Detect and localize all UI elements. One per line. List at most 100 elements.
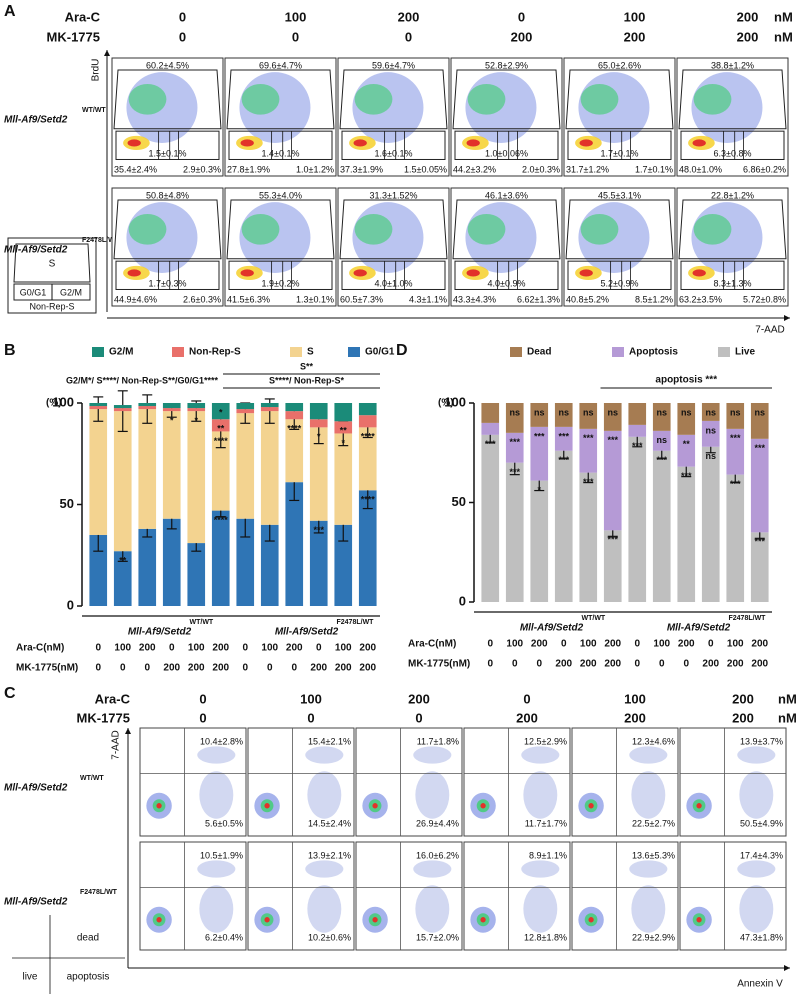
bar-segment [750,403,769,439]
dose: 100 [114,643,131,654]
allele: WT/WT [82,107,106,114]
dead-value: 16.0±6.2% [416,850,459,860]
flow-plot [355,841,463,951]
density [156,917,162,923]
flow-plot [571,841,679,951]
dead-value: 10.4±2.8% [200,736,243,746]
gate [452,69,561,130]
gate [567,130,672,160]
dead-value: 10.5±1.9% [200,850,243,860]
flow-plot [247,841,355,951]
legend-swatch [718,347,730,357]
bar-segment [677,403,696,435]
g0g1-value: 27.8±1.9% [227,164,270,174]
bar-segment [481,422,500,435]
dose: 200 [624,710,646,725]
dose: 200 [702,659,719,670]
s-value: 60.2±4.5% [146,60,189,70]
gate [678,199,787,260]
bar-segment [211,403,230,420]
dose: 200 [624,29,646,44]
axis-label: 7-AAD [111,730,122,759]
bar-segment [285,411,304,420]
bar-segment [358,403,377,416]
dose: 0 [292,29,299,44]
flow-plot [450,187,563,307]
bar-segment [334,421,353,434]
row-label: MK-1775(nM) [16,663,78,674]
g2m-value: 1.7±0.1% [635,164,673,174]
drug-label: MK-1775 [47,29,100,44]
density [354,83,393,115]
g2m-value: 2.0±0.3% [522,164,560,174]
significance: *** [534,431,545,441]
significance: * [317,432,321,442]
significance: * [194,415,198,425]
dead-value: 17.4±4.3% [740,850,783,860]
dose: 0 [95,663,101,674]
s-value: 55.3±4.0% [259,190,302,200]
key-s: S [49,259,56,270]
s-value: 45.5±3.1% [598,190,641,200]
dose: 100 [506,639,523,650]
bar-segment [554,403,573,427]
drug-label: MK-1775 [77,710,130,725]
allele: WT/WT [582,615,606,622]
nonrep-value: 4.0±1.0% [375,278,413,288]
density [466,269,480,277]
density [631,885,666,933]
significance: ns [754,407,765,417]
bar-segment [530,426,549,481]
nonrep-value: 1.4±0.1% [262,148,300,158]
significance: ns [730,407,741,417]
panel-label: A [4,3,16,20]
legend-label: Dead [527,347,551,358]
bar-segment [138,406,157,410]
nonrep-value: 1.0±0.06% [485,148,528,158]
dose: 0 [523,691,530,706]
annotation: S** [300,361,314,371]
dose: 200 [188,663,205,674]
bar-segment [211,419,230,432]
bar-segment [309,427,328,521]
dead-value: 13.6±5.3% [632,850,675,860]
g0g1-value: 31.7±1.2% [566,164,609,174]
significance: ** [217,424,225,434]
bar-segment [162,403,181,409]
legend-label: G2/M [109,347,133,358]
genotype: Mll-Af9/Setd2 [667,623,731,634]
density [354,213,393,245]
s-value: 31.3±1.52% [370,190,418,200]
density [739,771,774,819]
dose: 100 [188,643,205,654]
g0g1-value: 35.4±2.4% [114,164,157,174]
apoptosis-value: 26.9±4.4% [416,818,459,828]
bar-segment [211,431,230,511]
bar-segment [113,411,132,552]
dose: 200 [408,691,430,706]
significance: ns [705,407,716,417]
nonrep-value: 1.7±0.1% [601,148,639,158]
g0g1-value: 44.9±4.6% [114,294,157,304]
row-label: Ara-C(nM) [408,639,456,650]
key-g2m: G2/M [60,287,82,297]
flow-plot [679,727,787,837]
bar-segment [701,420,720,447]
dose: 200 [310,663,327,674]
density [197,746,236,764]
row-label: Ara-C(nM) [16,643,64,654]
g2m-value: 8.5±1.2% [635,294,673,304]
key-g0g1: G0/G1 [20,287,47,297]
dose: 200 [727,659,744,670]
legend-swatch [510,347,522,357]
dead-value: 12.3±4.6% [632,736,675,746]
s-value: 65.0±2.6% [598,60,641,70]
density [737,746,776,764]
gate [115,130,220,160]
legend-label: G0/G1 [365,347,395,358]
annotation: G2/M*/ S****/ Non-Rep-S**/G0/G1**** [66,375,219,385]
dose: 0 [659,659,665,670]
flow-plot [224,57,337,177]
bar-segment [750,532,769,602]
apoptosis-value: 6.2±0.4% [205,932,243,942]
